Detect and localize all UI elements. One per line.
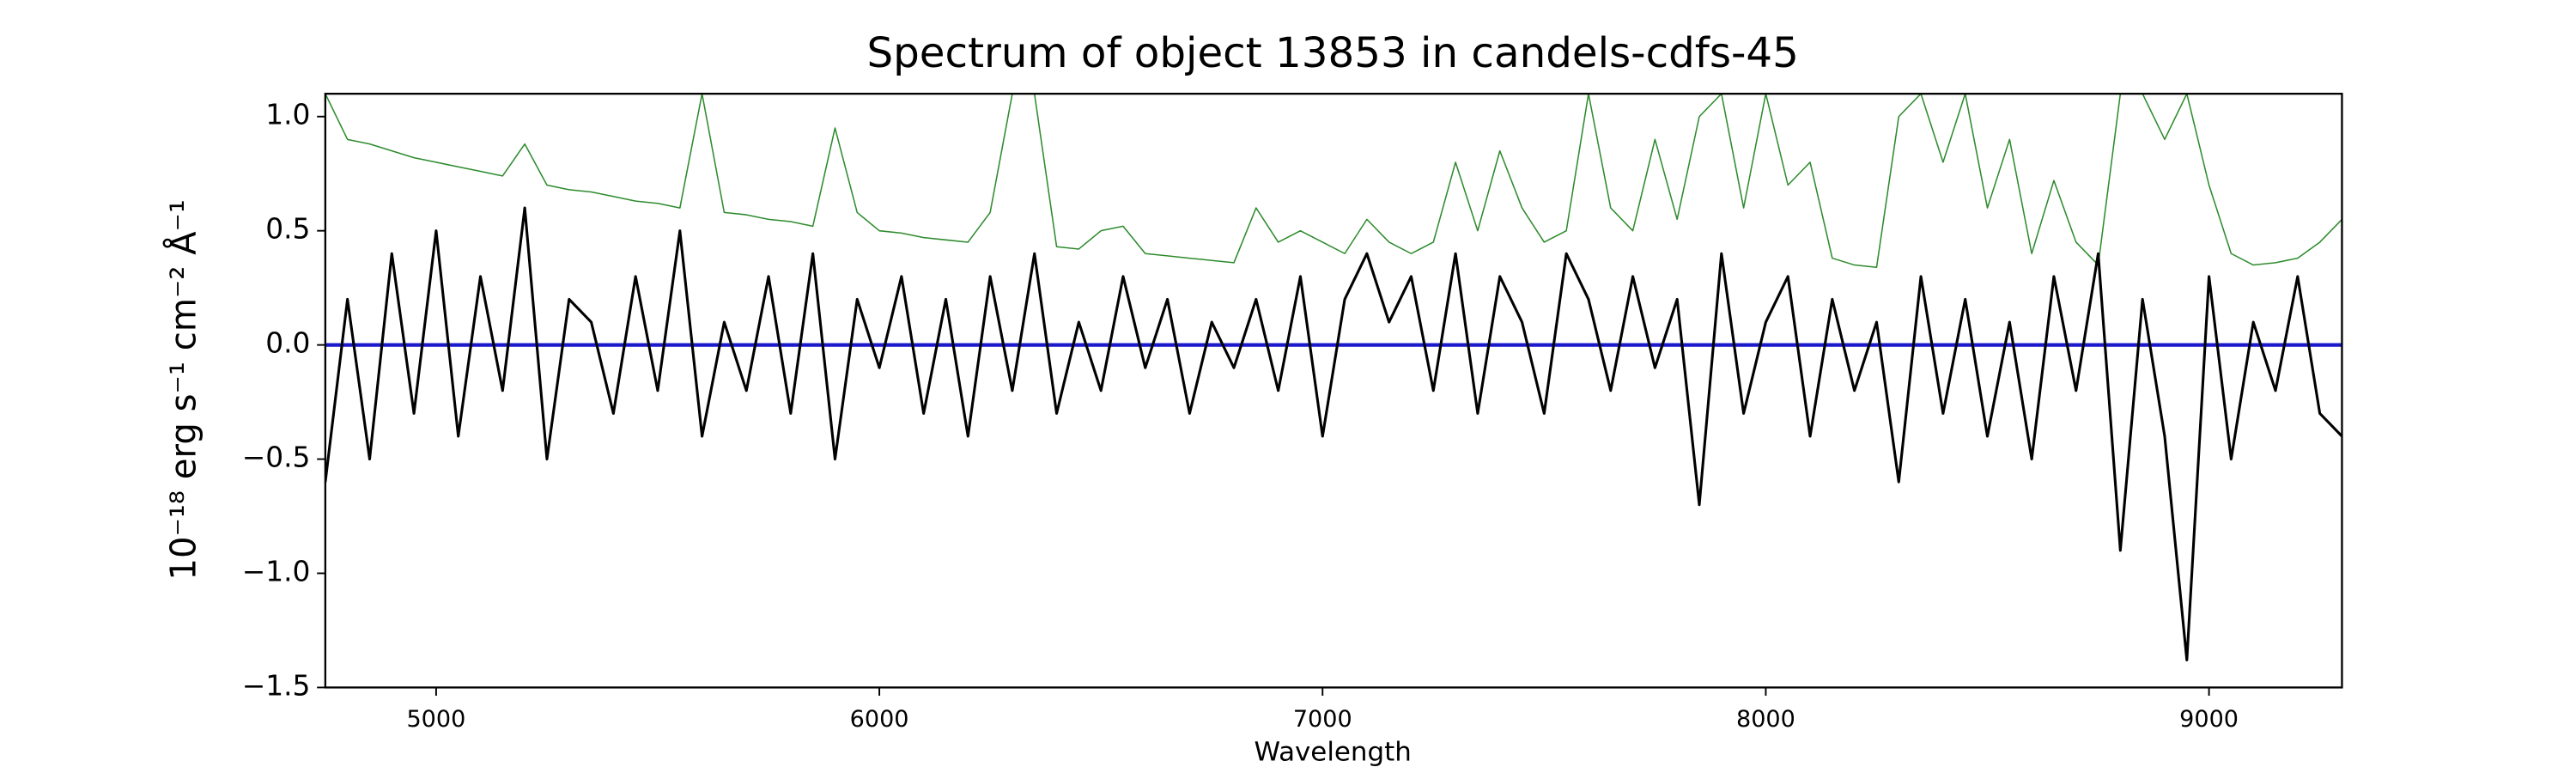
x-tick-label: 6000 (850, 706, 909, 733)
y-tick-label: −1.5 (242, 670, 311, 703)
x-axis-label: Wavelength (1255, 737, 1412, 768)
x-tick-label: 7000 (1293, 706, 1352, 733)
y-axis-label: 10⁻¹⁸ erg s⁻¹ cm⁻² Å⁻¹ (162, 199, 204, 581)
spectrum-line (325, 94, 2342, 268)
spectrum-line (325, 206, 2342, 662)
chart-title: Spectrum of object 13853 in candels-cdfs… (866, 29, 1798, 77)
y-tick-label: 0.5 (265, 213, 310, 246)
y-tick-label: 0.0 (265, 327, 310, 360)
plot-area (325, 94, 2342, 662)
y-tick-label: 1.0 (265, 99, 310, 131)
y-tick-label: −0.5 (242, 441, 311, 474)
y-tick-label: −1.0 (242, 556, 311, 588)
x-tick-label: 8000 (1736, 706, 1795, 733)
axes-frame (324, 93, 2343, 689)
x-tick-label: 9000 (2179, 706, 2239, 733)
x-tick-label: 5000 (406, 706, 465, 733)
